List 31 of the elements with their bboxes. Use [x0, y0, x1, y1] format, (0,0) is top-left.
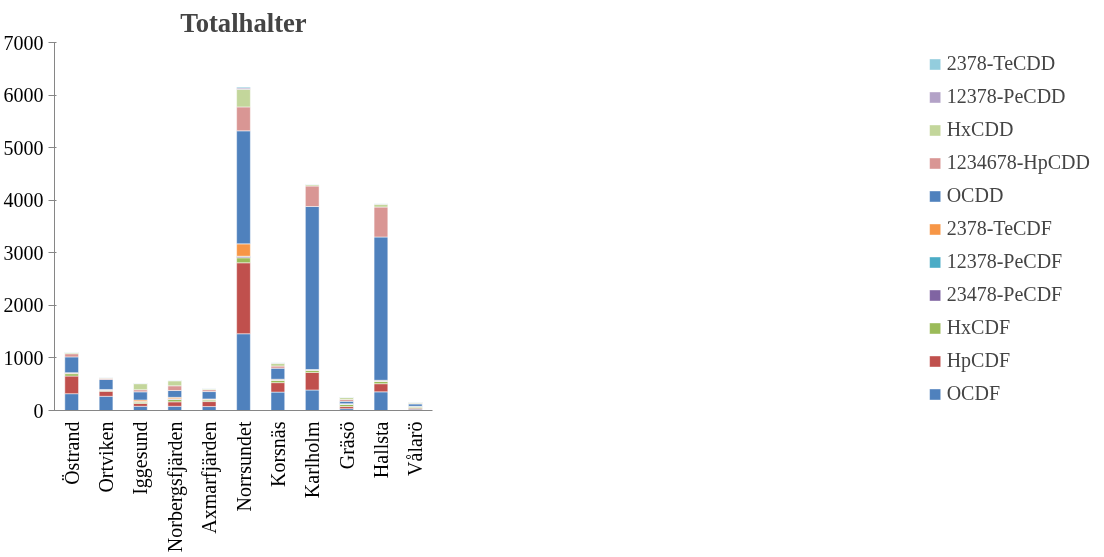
legend-label: 23478-PeCDF [946, 283, 1063, 306]
x-tick-label: Ortviken [95, 421, 118, 493]
x-tick-label: Hallsta [369, 421, 392, 479]
y-tick-label: 5000 [3, 136, 44, 159]
x-tick-label: Axmarfjärden [198, 421, 222, 534]
x-tick-label: Iggesund [129, 421, 153, 495]
y-tick-label: 7000 [3, 31, 44, 54]
legend-label: 12378-PeCDD [946, 85, 1066, 108]
x-tick-label: Vålarö [404, 421, 427, 476]
legend-label: 2378-TeCDF [946, 217, 1052, 240]
legend-label: 1234678-HpCDD [946, 151, 1090, 174]
y-tick-label: 6000 [3, 84, 44, 107]
x-tick-label: Karlholm [301, 421, 324, 499]
y-tick-label: 0 [33, 399, 44, 422]
legend-label: 2378-TeCDD [946, 52, 1056, 75]
x-tick-label: Gräsö [335, 421, 358, 470]
y-tick-label: 4000 [3, 189, 44, 212]
x-tick-label: Norbergsfjärden [163, 421, 187, 553]
x-tick-label: Norrsundet [232, 421, 255, 512]
y-tick-label: 3000 [3, 241, 44, 264]
legend-label: HxCDD [946, 118, 1014, 141]
legend-label: 12378-PeCDF [946, 250, 1063, 273]
legend-label: OCDF [946, 382, 1001, 405]
y-tick-label: 2000 [3, 294, 44, 317]
y-tick-label: 1000 [3, 346, 44, 369]
legend-label: HpCDF [946, 349, 1011, 372]
chart-title: Totalhalter [180, 7, 307, 38]
legend-label: HxCDF [946, 316, 1011, 339]
x-tick-label: Korsnäs [266, 421, 289, 488]
legend-label: OCDD [946, 184, 1004, 207]
x-tick-label: Östrand [60, 421, 83, 485]
